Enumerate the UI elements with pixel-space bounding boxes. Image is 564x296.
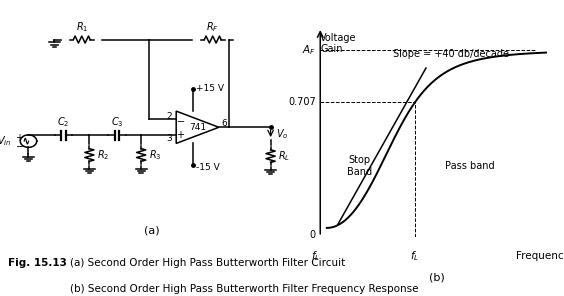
Text: $C_3$: $C_3$ — [111, 115, 123, 129]
Text: +15 V: +15 V — [196, 83, 224, 93]
Text: 0: 0 — [310, 230, 316, 240]
Text: Slope = +40 db/decade: Slope = +40 db/decade — [393, 49, 509, 59]
Text: $V_{in}$: $V_{in}$ — [0, 134, 12, 148]
Text: $R_2$: $R_2$ — [97, 148, 109, 162]
Text: $C_2$: $C_2$ — [58, 115, 70, 129]
Text: 741: 741 — [189, 123, 206, 132]
Text: $R_3$: $R_3$ — [149, 148, 161, 162]
Text: (b) Second Order High Pass Butterworth Filter Frequency Response: (b) Second Order High Pass Butterworth F… — [70, 284, 419, 294]
Text: (a): (a) — [144, 226, 160, 236]
Text: 0.707: 0.707 — [288, 97, 316, 107]
Text: 3: 3 — [166, 133, 171, 143]
Text: $R_L$: $R_L$ — [278, 149, 290, 163]
Text: $R_1$: $R_1$ — [76, 21, 88, 34]
Text: Fig. 15.13: Fig. 15.13 — [8, 258, 67, 268]
Text: 6: 6 — [221, 119, 227, 128]
Text: 2: 2 — [166, 112, 171, 121]
Text: $R_F$: $R_F$ — [206, 21, 219, 34]
Text: (a) Second Order High Pass Butterworth Filter Circuit: (a) Second Order High Pass Butterworth F… — [70, 258, 346, 268]
Text: Voltage
Gain: Voltage Gain — [320, 33, 357, 54]
Text: +: + — [15, 133, 23, 143]
Text: Stop
Band: Stop Band — [347, 155, 372, 176]
Text: $f_L$: $f_L$ — [411, 249, 420, 263]
Text: $-$: $-$ — [15, 140, 24, 149]
Text: Frequency: Frequency — [516, 251, 564, 261]
Text: -15 V: -15 V — [196, 163, 220, 172]
Text: $V_o$: $V_o$ — [276, 127, 289, 141]
Text: $-$: $-$ — [176, 115, 186, 125]
Text: $f_L$: $f_L$ — [311, 249, 320, 263]
Text: $A_F$: $A_F$ — [302, 44, 316, 57]
Text: $+$: $+$ — [176, 129, 186, 140]
Text: Pass band: Pass band — [445, 161, 495, 171]
Text: (b): (b) — [429, 272, 445, 282]
